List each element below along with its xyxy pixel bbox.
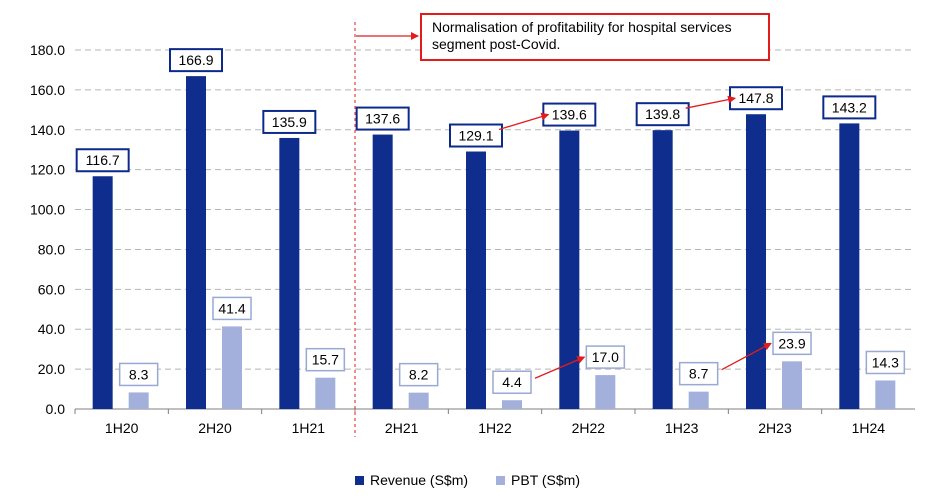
bar-pbt	[595, 375, 616, 409]
legend-item-revenue: Revenue (S$m)	[354, 472, 469, 488]
pbt-data-label: 4.4	[502, 374, 522, 390]
bars	[92, 76, 896, 410]
bar-pbt	[688, 391, 709, 409]
bar-pbt	[222, 326, 242, 409]
x-tick-label: 1H20	[105, 420, 139, 436]
y-tick-label: 100.0	[30, 202, 65, 218]
legend-item-pbt: PBT (S$m)	[496, 472, 580, 488]
bar-revenue	[279, 137, 300, 409]
revenue-trend-arrow-1	[498, 112, 550, 131]
revenue-data-label: 137.6	[365, 111, 400, 127]
revenue-trend-arrow-2	[685, 95, 736, 109]
legend: Revenue (S$m) PBT (S$m)	[0, 472, 935, 488]
x-tick-label: 1H22	[478, 420, 512, 436]
revenue-label-box	[169, 48, 223, 73]
pbt-label-box	[305, 347, 346, 372]
pbt-data-label: 8.7	[689, 366, 709, 382]
bar-pbt	[875, 380, 896, 409]
x-tick-label: 1H21	[292, 420, 326, 436]
pbt-data-label: 8.2	[409, 367, 429, 383]
revenue-label-box	[449, 123, 503, 148]
pbt-data-label: 17.0	[592, 349, 619, 365]
bar-chart: 0.0 20.0 40.0 60.0 80.0 100.0 120.0 140.0 160.0 1…	[30, 22, 915, 437]
bar-revenue	[186, 76, 206, 409]
pbt-label-box	[585, 345, 626, 369]
bar-revenue	[746, 114, 766, 410]
bar-pbt	[502, 400, 522, 409]
revenue-data-label: 116.7	[86, 152, 120, 168]
revenue-label-box	[822, 95, 877, 120]
pbt-label-box	[678, 361, 719, 386]
bar-pbt	[782, 361, 802, 409]
revenue-label-box	[75, 148, 130, 173]
legend-label-pbt: PBT (S$m)	[511, 472, 581, 488]
x-tick-label: 2H21	[385, 420, 419, 436]
pbt-data-label: 41.4	[218, 300, 245, 316]
pbt-data-label: 14.3	[872, 354, 899, 370]
pbt-trend-arrow-1	[534, 356, 586, 379]
annotation-box: Normalisation of profitability for hospi…	[420, 13, 770, 61]
revenue-data-label: 147.8	[738, 90, 773, 106]
bar-revenue	[466, 151, 486, 410]
annotation-arrows	[354, 22, 772, 437]
x-tick-label: 1H24	[852, 420, 886, 436]
revenue-data-label: 135.9	[272, 114, 307, 130]
pbt-data-label: 8.3	[129, 366, 149, 382]
data-labels: 116.7 8.3 166.9 41.4 135.9 15.7 137.6 8.2 129.1 4…	[75, 48, 906, 394]
y-tick-label: 80.0	[38, 241, 65, 257]
legend-label-revenue: Revenue (S$m)	[369, 472, 469, 488]
axes: 0.0 20.0 40.0 60.0 80.0 100.0 120.0 140.0 160.0 1…	[30, 42, 915, 436]
pbt-label-box	[118, 362, 159, 387]
revenue-data-label: 129.1	[458, 128, 493, 144]
bar-revenue	[839, 123, 860, 409]
x-tick-label: 2H22	[572, 420, 606, 436]
bar-pbt	[408, 392, 429, 409]
revenue-data-label: 139.6	[552, 107, 587, 123]
pbt-data-label: 23.9	[778, 335, 805, 351]
bar-revenue	[559, 130, 580, 409]
pbt-label-box	[772, 331, 812, 356]
pbt-label-box	[492, 370, 532, 394]
revenue-label-box	[635, 102, 690, 127]
legend-swatch-revenue	[354, 475, 364, 485]
bar-revenue	[92, 176, 113, 409]
bar-pbt	[128, 392, 149, 409]
revenue-data-label: 166.9	[178, 52, 213, 68]
y-tick-label: 60.0	[38, 281, 65, 297]
pbt-data-label: 15.7	[312, 352, 339, 368]
y-tick-label: 20.0	[38, 361, 65, 377]
y-tick-label: 180.0	[30, 42, 65, 58]
bar-pbt	[315, 377, 336, 409]
annotation-text: Normalisation of profitability for hospi…	[432, 19, 732, 52]
pbt-label-box	[398, 362, 439, 387]
pbt-trend-arrow-2	[721, 342, 772, 371]
pbt-label-box	[865, 350, 906, 375]
x-tick-label: 2H23	[758, 420, 792, 436]
x-tick-label: 1H23	[665, 420, 699, 436]
y-tick-label: 0.0	[46, 401, 66, 417]
pbt-label-box	[212, 296, 252, 321]
y-tick-label: 160.0	[30, 82, 65, 98]
y-tick-label: 140.0	[30, 122, 65, 138]
bar-revenue	[652, 130, 673, 409]
y-tick-label: 120.0	[30, 162, 65, 178]
revenue-label-box	[355, 106, 410, 131]
legend-swatch-pbt	[496, 475, 506, 485]
revenue-label-box	[262, 109, 317, 134]
x-tick-label: 2H20	[198, 420, 232, 436]
revenue-data-label: 139.8	[645, 106, 680, 122]
revenue-data-label: 143.2	[832, 99, 867, 115]
y-tick-label: 40.0	[38, 321, 65, 337]
bar-revenue	[372, 134, 393, 409]
